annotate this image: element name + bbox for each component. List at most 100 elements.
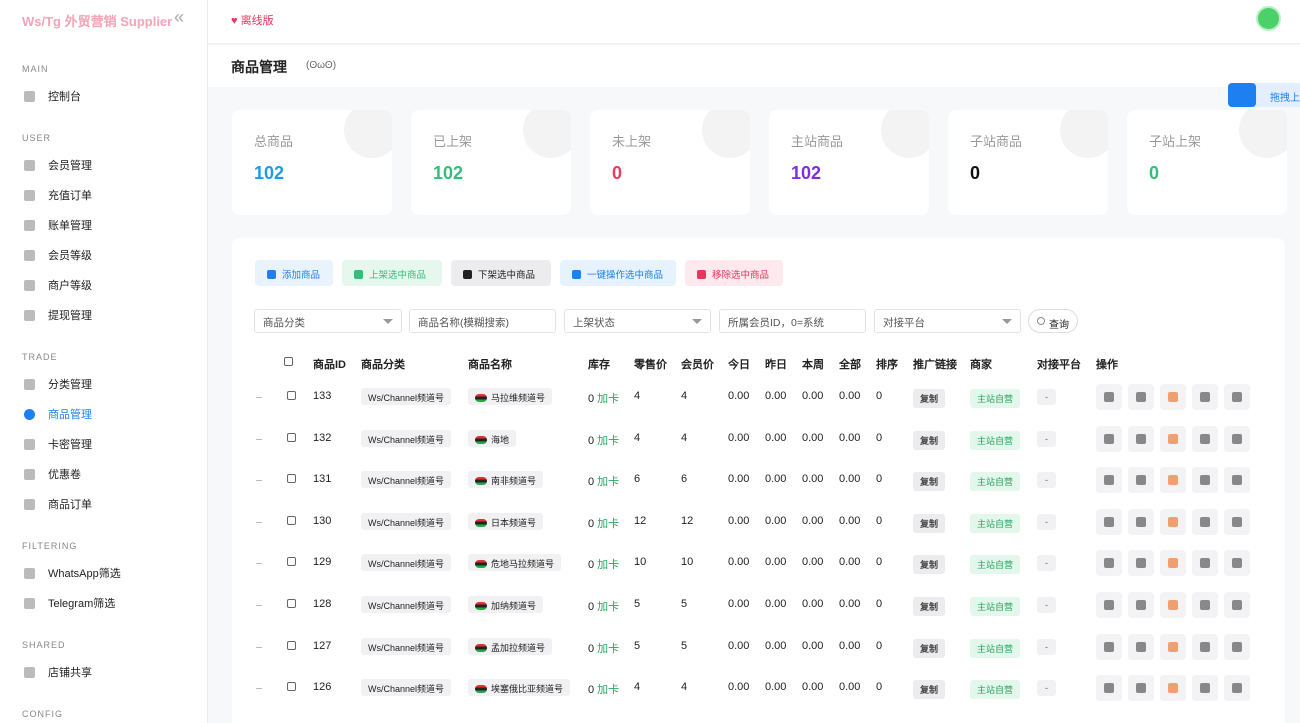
filter-select[interactable]: 对接平台 xyxy=(874,309,1021,333)
nav-item[interactable]: WhatsApp筛选 xyxy=(48,568,121,580)
action-button[interactable] xyxy=(1128,425,1154,452)
nav-item[interactable]: 提现管理 xyxy=(48,310,92,322)
action-button[interactable] xyxy=(1160,592,1186,618)
column-header: 排序 xyxy=(876,359,898,371)
action-button[interactable] xyxy=(1192,508,1218,535)
stat-label: 总商品 xyxy=(254,134,294,149)
action-button[interactable] xyxy=(1128,384,1154,410)
add-card-link[interactable]: 加卡 xyxy=(597,684,620,697)
copy-link[interactable]: 复制 xyxy=(913,430,946,450)
nav-item[interactable]: 商户等级 xyxy=(48,280,92,292)
action-button[interactable] xyxy=(1192,633,1218,660)
filter-select[interactable]: 上架状态 xyxy=(564,309,711,333)
nav-item[interactable]: 卡密管理 xyxy=(48,439,92,451)
action-button[interactable] xyxy=(1096,425,1122,452)
add-card-link[interactable]: 加卡 xyxy=(597,434,620,447)
toolbar-button[interactable]: 添加商品 xyxy=(255,260,333,286)
nav-item[interactable]: 控制台 xyxy=(48,91,81,103)
nav-item[interactable]: 充值订单 xyxy=(48,190,92,202)
action-button[interactable] xyxy=(1192,467,1218,494)
cell: 0 xyxy=(876,556,883,569)
action-button[interactable] xyxy=(1160,425,1186,452)
action-button[interactable] xyxy=(1192,384,1218,410)
copy-link[interactable]: 复制 xyxy=(913,680,946,700)
action-button[interactable] xyxy=(1192,592,1218,618)
nav-item[interactable]: 优惠卷 xyxy=(48,469,81,481)
row-checkbox[interactable] xyxy=(287,474,296,484)
action-button[interactable] xyxy=(1128,633,1154,660)
add-card-link[interactable]: 加卡 xyxy=(597,476,620,489)
row-checkbox[interactable] xyxy=(287,432,296,442)
action-button[interactable] xyxy=(1096,508,1122,535)
floating-tab[interactable]: 拖拽上传 xyxy=(1228,83,1300,107)
action-button[interactable] xyxy=(1224,633,1250,660)
action-button[interactable] xyxy=(1160,508,1186,535)
action-button[interactable] xyxy=(1096,467,1122,494)
toolbar-button[interactable]: 下架选中商品 xyxy=(451,260,551,286)
action-button[interactable] xyxy=(1192,675,1218,702)
copy-link[interactable]: 复制 xyxy=(913,513,946,533)
avatar[interactable] xyxy=(1256,6,1281,31)
action-button[interactable] xyxy=(1128,592,1154,618)
action-button[interactable] xyxy=(1160,675,1186,702)
nav-item[interactable]: 店铺共享 xyxy=(48,667,92,679)
nav-item[interactable]: 商品管理 xyxy=(48,409,92,421)
toolbar-button[interactable]: 一键操作选中商品 xyxy=(560,260,676,286)
action-button[interactable] xyxy=(1160,633,1186,660)
nav-item[interactable]: 账单管理 xyxy=(48,220,92,232)
action-button[interactable] xyxy=(1096,550,1122,577)
nav-item[interactable]: 会员等级 xyxy=(48,250,92,262)
nav-item[interactable]: Telegram筛选 xyxy=(48,598,116,610)
action-button[interactable] xyxy=(1128,467,1154,494)
action-button[interactable] xyxy=(1096,633,1122,660)
action-button[interactable] xyxy=(1224,425,1250,452)
card-decoration xyxy=(1239,110,1287,158)
nav-item[interactable]: 分类管理 xyxy=(48,379,92,391)
filter-select[interactable]: 商品分类 xyxy=(254,309,402,333)
action-button[interactable] xyxy=(1128,675,1154,702)
action-button[interactable] xyxy=(1160,550,1186,577)
add-card-link[interactable]: 加卡 xyxy=(597,601,620,613)
copy-link[interactable]: 复制 xyxy=(913,472,946,492)
add-card-link[interactable]: 加卡 xyxy=(597,559,620,572)
row-checkbox[interactable] xyxy=(287,557,296,567)
action-button[interactable] xyxy=(1224,508,1250,535)
action-button[interactable] xyxy=(1160,467,1186,494)
filter-input[interactable]: 所属会员ID，0=系统 xyxy=(719,309,866,333)
filter-input[interactable]: 商品名称(模糊搜索) xyxy=(409,309,556,333)
action-button[interactable] xyxy=(1192,425,1218,452)
add-card-link[interactable]: 加卡 xyxy=(597,642,620,655)
action-button[interactable] xyxy=(1224,592,1250,618)
action-button[interactable] xyxy=(1224,550,1250,577)
action-button[interactable] xyxy=(1096,384,1122,410)
row-checkbox[interactable] xyxy=(287,515,296,525)
nav-item[interactable]: 商品订单 xyxy=(48,499,92,511)
add-card-link[interactable]: 加卡 xyxy=(597,517,620,530)
toolbar-button[interactable]: 移除选中商品 xyxy=(685,260,783,286)
action-button[interactable] xyxy=(1160,384,1186,410)
add-card-link[interactable]: 加卡 xyxy=(597,393,620,405)
row-checkbox[interactable] xyxy=(287,640,296,650)
action-button[interactable] xyxy=(1224,467,1250,494)
nav-item[interactable]: 会员管理 xyxy=(48,160,92,172)
action-button[interactable] xyxy=(1224,675,1250,702)
action-button[interactable] xyxy=(1128,550,1154,577)
action-button[interactable] xyxy=(1128,508,1154,535)
collapse-button[interactable]: « xyxy=(174,7,185,27)
row-checkbox[interactable] xyxy=(287,391,296,400)
stat-label: 主站商品 xyxy=(791,134,844,149)
copy-link[interactable]: 复制 xyxy=(913,597,946,616)
copy-link[interactable]: 复制 xyxy=(913,555,946,575)
action-button[interactable] xyxy=(1096,592,1122,618)
platform-tag: - xyxy=(1037,680,1056,697)
row-checkbox[interactable] xyxy=(287,682,296,692)
action-button[interactable] xyxy=(1096,675,1122,702)
action-button[interactable] xyxy=(1192,550,1218,577)
header-checkbox[interactable] xyxy=(284,357,293,366)
copy-link[interactable]: 复制 xyxy=(913,389,946,408)
row-checkbox[interactable] xyxy=(287,599,296,608)
search-button[interactable]: 查询 xyxy=(1028,309,1078,333)
toolbar-button[interactable]: 上架选中商品 xyxy=(342,260,442,286)
action-button[interactable] xyxy=(1224,384,1250,410)
copy-link[interactable]: 复制 xyxy=(913,638,946,658)
